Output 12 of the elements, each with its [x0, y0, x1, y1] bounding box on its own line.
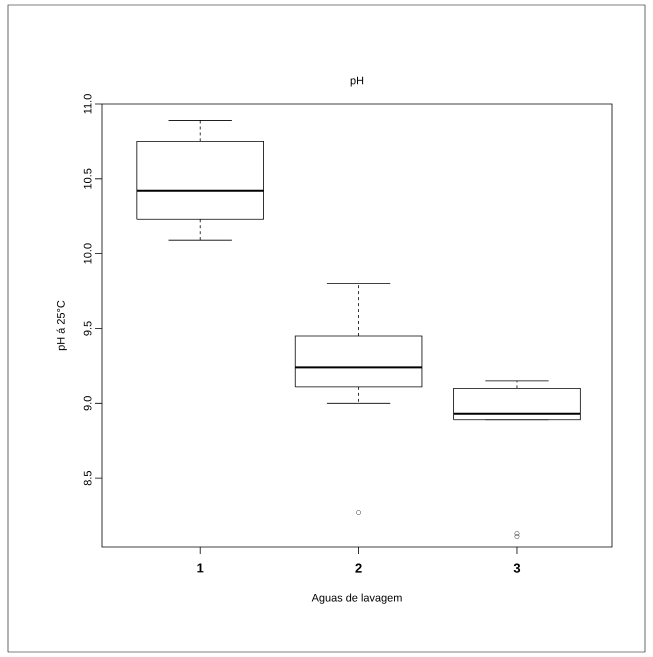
x-axis-title: Aguas de lavagem: [312, 594, 402, 604]
x-tick-label: 3: [514, 564, 520, 573]
y-tick-label: 9.5: [84, 321, 92, 336]
y-axis-title: pH á 25°C: [56, 300, 67, 350]
y-tick-label: 9.0: [84, 396, 92, 410]
y-tick-label: 11.0: [84, 94, 92, 114]
x-tick-label: 2: [355, 564, 362, 573]
x-tick-label: 1: [197, 564, 204, 572]
chart-title: pH: [350, 76, 364, 86]
y-tick-label: 8.5: [84, 471, 92, 486]
y-tick-label: 10.5: [84, 168, 92, 189]
y-tick-label: 10.0: [84, 243, 92, 264]
